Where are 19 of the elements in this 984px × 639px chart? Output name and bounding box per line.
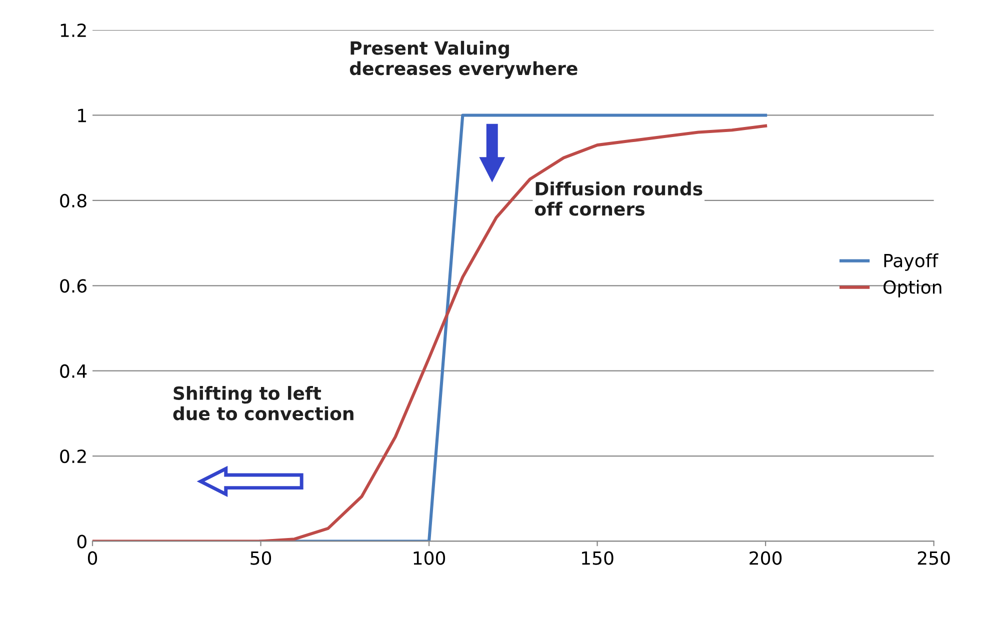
x-tick-label: 100	[414, 551, 446, 565]
x-tick-label: 250	[918, 551, 950, 565]
annotation: Present Valuing decreases everywhere	[350, 40, 578, 79]
y-tick-label: 1	[78, 108, 86, 122]
legend-label: Option	[884, 280, 942, 298]
y-tick-label: 0.4	[60, 364, 87, 378]
x-tick-label: 0	[88, 551, 98, 565]
y-tick-label: 0.6	[60, 279, 86, 293]
x-tick-label: 200	[750, 551, 782, 565]
annotation: Diffusion rounds off corners	[534, 182, 702, 216]
y-tick-label: 0.8	[60, 194, 86, 208]
y-tick-label: 0	[77, 534, 86, 548]
line-series	[92, 124, 768, 542]
legend-label: Payoff	[884, 253, 938, 271]
annotation: Shifting to left due to convection	[173, 386, 354, 420]
x-tick-label: 50	[250, 551, 272, 565]
y-tick-label: 0.2	[60, 449, 86, 464]
x-tick-label: 150	[582, 551, 614, 565]
y-tick-label: 1.2	[60, 23, 86, 37]
